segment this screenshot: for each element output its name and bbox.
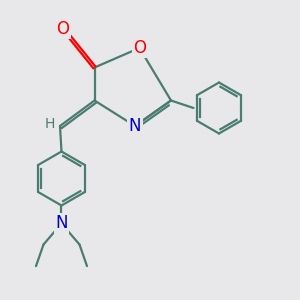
Text: N: N <box>129 117 141 135</box>
Text: H: H <box>44 117 55 130</box>
Text: O: O <box>56 20 70 38</box>
Text: O: O <box>133 39 146 57</box>
Text: N: N <box>55 214 68 232</box>
